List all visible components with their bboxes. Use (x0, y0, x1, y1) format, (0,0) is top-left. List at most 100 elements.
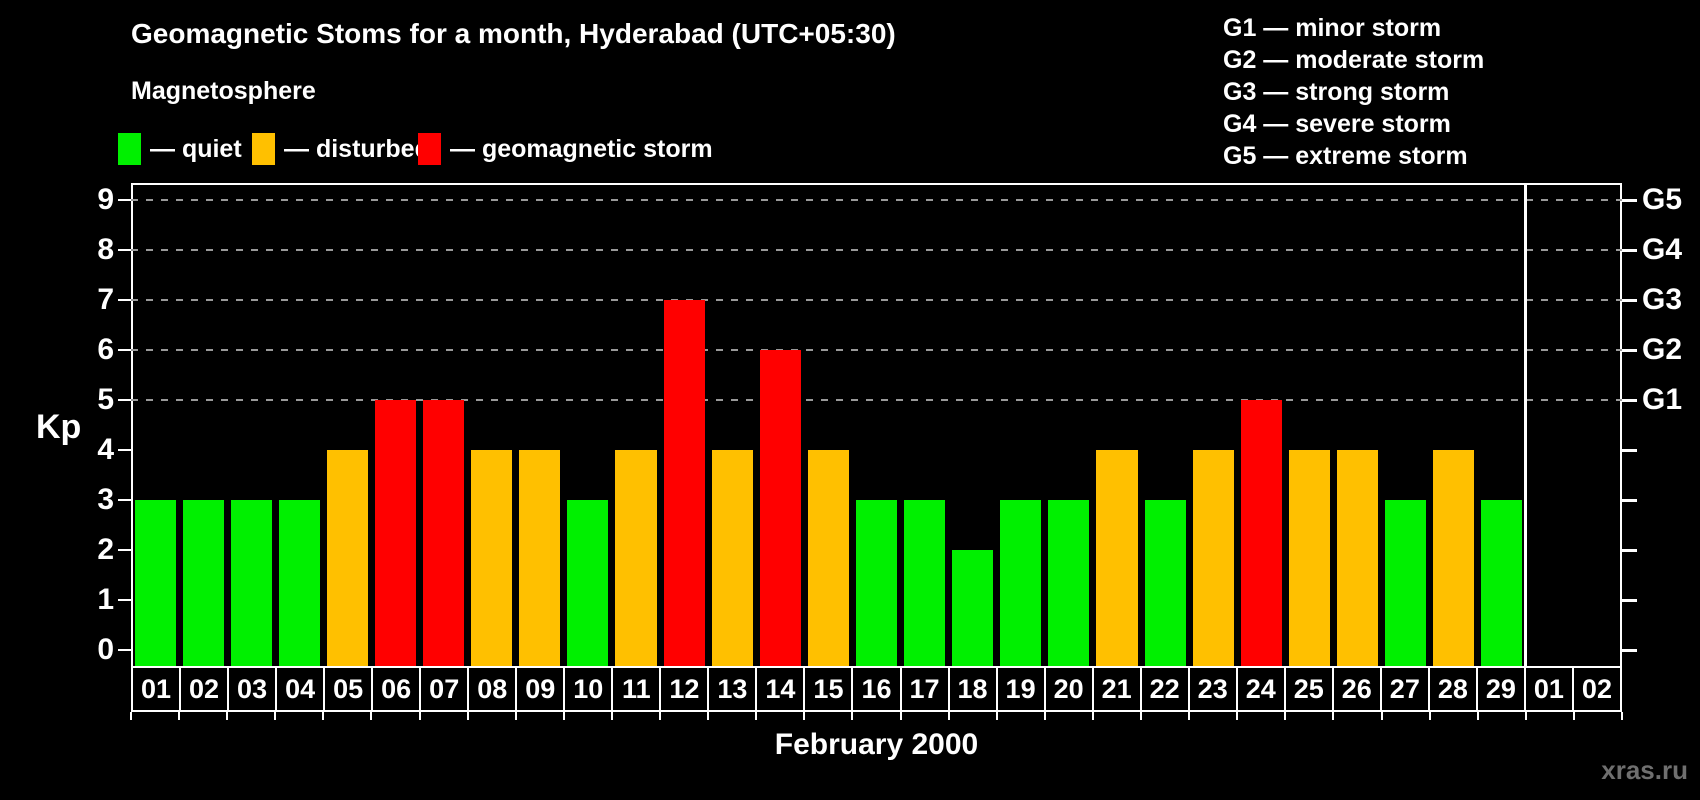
kp-bar-day-02 (182, 500, 224, 666)
day-boundary-tick-10 (610, 712, 613, 720)
right-axis-label-g1: G1 (1642, 383, 1683, 416)
y-axis-tick-right-4 (1622, 448, 1637, 452)
quiet-color-swatch (118, 133, 141, 165)
legend-label-storm: — geomagnetic storm (450, 134, 713, 163)
legend-item-disturbed: — disturbed (252, 131, 430, 167)
day-label-feb-11: 11 (611, 668, 659, 710)
g-scale-legend: G1 — minor storm G2 — moderate storm G3 … (1223, 12, 1484, 172)
day-label-feb-02: 02 (179, 668, 227, 710)
y-axis-tick-left-8 (118, 249, 131, 251)
day-boundary-tick-8 (514, 712, 517, 720)
day-boundary-tick-22 (1188, 712, 1191, 720)
day-label-feb-04: 04 (275, 668, 323, 710)
day-boundary-tick-27 (1428, 712, 1431, 720)
y-axis-label-7: 7 (97, 283, 114, 316)
y-axis-label-2: 2 (97, 533, 114, 566)
g-scale-legend-g1: G1 — minor storm (1223, 14, 1442, 42)
day-label-feb-14: 14 (755, 668, 803, 710)
legend-label-quiet: — quiet (150, 134, 242, 163)
day-label-feb-29: 29 (1475, 668, 1524, 710)
day-label-feb-06: 06 (371, 668, 419, 710)
day-boundary-tick-11 (659, 712, 662, 720)
day-label-feb-18: 18 (947, 668, 996, 710)
day-label-feb-13: 13 (707, 668, 755, 710)
kp-bar-day-03 (230, 500, 272, 666)
kp-bar-day-29 (1481, 500, 1523, 666)
kp-bar-day-07 (423, 400, 465, 666)
day-boundary-tick-15 (851, 712, 854, 720)
legend-item-quiet: — quiet (118, 131, 242, 167)
y-axis-tick-left-3 (118, 499, 131, 501)
day-label-feb-12: 12 (659, 668, 707, 710)
kp-bar-day-24 (1240, 400, 1282, 666)
day-label-feb-03: 03 (227, 668, 275, 710)
kp-bar-day-11 (615, 450, 657, 666)
right-axis-label-g4: G4 (1642, 233, 1683, 266)
day-label-mar-02: 02 (1571, 668, 1620, 710)
gridline-kp5 (131, 399, 1622, 401)
day-label-feb-25: 25 (1283, 668, 1332, 710)
y-axis-title-kp: Kp (36, 408, 82, 446)
day-boundary-tick-13 (755, 712, 758, 720)
kp-bar-day-15 (807, 450, 849, 666)
day-boundary-tick-23 (1236, 712, 1239, 720)
y-axis-label-9: 9 (97, 183, 114, 216)
storm-color-swatch (418, 133, 441, 165)
day-boundary-tick-17 (947, 712, 950, 720)
y-axis-tick-right-9 (1622, 198, 1637, 202)
kp-bar-day-14 (759, 350, 801, 666)
day-label-feb-22: 22 (1139, 668, 1188, 710)
legend-item-storm: — geomagnetic storm (418, 131, 713, 167)
kp-bar-day-06 (374, 400, 417, 666)
day-boundary-tick-31 (1621, 712, 1623, 720)
g-scale-legend-g4: G4 — severe storm (1223, 110, 1451, 138)
day-label-feb-21: 21 (1091, 668, 1140, 710)
day-label-feb-01: 01 (140, 673, 172, 704)
day-boundary-tick-16 (899, 712, 902, 720)
kp-bar-day-08 (471, 450, 513, 666)
day-label-feb-27: 27 (1379, 668, 1428, 710)
day-label-feb-10: 10 (563, 668, 611, 710)
watermark: xras.ru (1601, 755, 1688, 785)
day-label-feb-24: 24 (1235, 668, 1284, 710)
y-axis-tick-right-2 (1622, 548, 1637, 552)
y-axis-tick-left-6 (118, 349, 131, 351)
kp-bar-day-09 (519, 450, 561, 666)
day-label-feb-26: 26 (1331, 668, 1380, 710)
kp-bar-day-16 (855, 500, 898, 666)
y-axis-tick-right-0 (1622, 648, 1637, 652)
x-axis-title-month: February 2000 (774, 728, 979, 761)
day-boundary-tick-18 (995, 712, 998, 720)
g-scale-legend-g3: G3 — strong storm (1223, 78, 1450, 106)
y-axis-tick-left-1 (118, 599, 131, 601)
y-axis-tick-left-9 (118, 199, 131, 201)
day-label-feb-08: 08 (467, 668, 515, 710)
day-label-feb-07: 07 (419, 668, 467, 710)
day-boundary-tick-24 (1284, 712, 1287, 720)
disturbed-color-swatch (252, 133, 275, 165)
legend-label-disturbed: — disturbed (284, 134, 430, 163)
day-label-feb-05: 05 (323, 668, 371, 710)
day-boundary-tick-26 (1380, 712, 1383, 720)
y-axis-tick-right-1 (1622, 598, 1637, 602)
day-boundary-tick-2 (226, 712, 229, 720)
day-boundary-tick-9 (562, 712, 565, 720)
kp-bar-day-28 (1433, 450, 1475, 666)
gridline-kp7 (131, 299, 1622, 301)
y-axis-label-3: 3 (97, 483, 114, 516)
kp-bar-day-22 (1144, 500, 1186, 666)
kp-bar-day-10 (567, 500, 609, 666)
y-axis-label-4: 4 (97, 433, 114, 466)
chart-title: Geomagnetic Stoms for a month, Hyderabad… (131, 18, 896, 49)
y-axis-label-8: 8 (97, 233, 114, 266)
g-scale-legend-g5: G5 — extreme storm (1223, 142, 1468, 170)
y-axis-tick-right-8 (1622, 248, 1637, 252)
day-boundary-tick-4 (322, 712, 325, 720)
x-axis-day-labels: 01 02 03 04 05 06 07 08 09 10 11 12 13 14 15 16 17 18 19 20… (131, 666, 1622, 712)
y-axis-label-0: 0 (97, 633, 114, 666)
day-boundary-tick-29 (1524, 712, 1527, 720)
gridline-kp9 (131, 199, 1622, 201)
day-boundary-tick-5 (370, 712, 373, 720)
kp-bar-day-01 (134, 500, 176, 666)
